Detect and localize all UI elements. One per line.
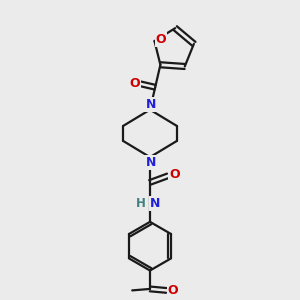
Text: O: O xyxy=(156,33,166,46)
Text: N: N xyxy=(150,197,161,210)
Text: O: O xyxy=(169,168,180,181)
Text: N: N xyxy=(146,98,156,111)
Text: H: H xyxy=(136,197,146,210)
Text: O: O xyxy=(130,77,140,90)
Text: N: N xyxy=(146,156,156,169)
Text: O: O xyxy=(167,284,178,297)
